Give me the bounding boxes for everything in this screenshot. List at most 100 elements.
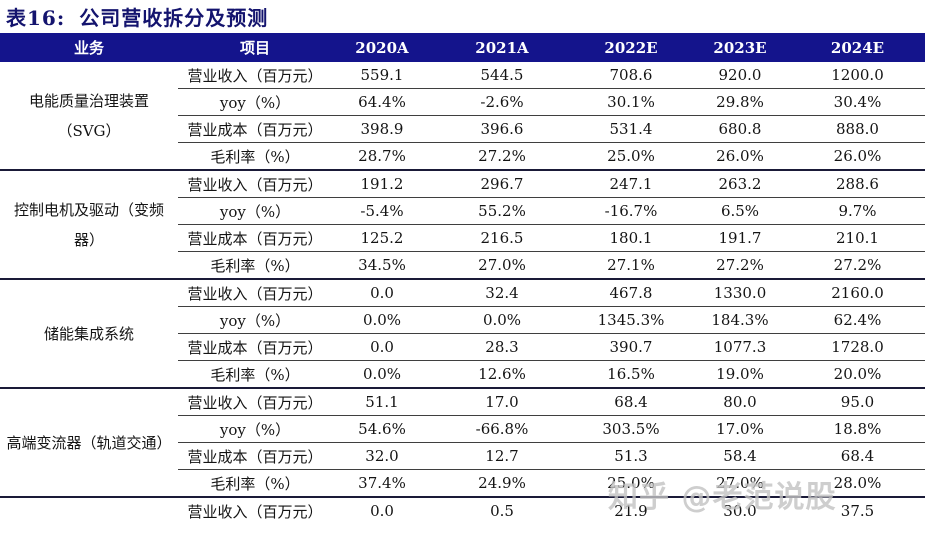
value-cell: 184.3% (690, 306, 790, 334)
item-label: yoy（%） (178, 197, 332, 225)
table-row: 营业成本（百万元） 32.0 12.7 51.3 58.4 68.4 (0, 442, 925, 470)
table-row: 毛利率（%） 34.5% 27.0% 27.1% 27.2% 27.2% (0, 251, 925, 280)
item-label: 毛利率（%） (178, 251, 332, 280)
header-row: 业务 项目 2020A 2021A 2022E 2023E 2024E (0, 33, 925, 62)
value-cell: -16.7% (572, 197, 690, 225)
value-cell: 27.0% (690, 469, 790, 498)
value-cell: 25.0% (572, 142, 690, 171)
item-label: yoy（%） (178, 415, 332, 443)
value-cell: 531.4 (572, 115, 690, 143)
item-label: 营业收入（百万元） (178, 62, 332, 89)
value-cell: 9.7% (790, 197, 925, 225)
item-label: yoy（%） (178, 88, 332, 116)
value-cell: 95.0 (790, 388, 925, 416)
table-row: 毛利率（%） 0.0% 12.6% 16.5% 19.0% 20.0% (0, 360, 925, 389)
value-cell: 37.5 (840, 502, 875, 520)
table-row: 毛利率（%） 28.7% 27.2% 25.0% 26.0% 26.0% (0, 142, 925, 171)
value-cell: 0.5 (490, 502, 514, 520)
value-cell: 396.6 (432, 115, 572, 143)
table-row: 储能集成系统 营业收入（百万元） 0.0 32.4 467.8 1330.0 2… (0, 279, 925, 389)
value-cell: 467.8 (572, 279, 690, 307)
business-cell-motor-drive: 控制电机及驱动（变频 器） (0, 170, 178, 280)
table-row: yoy（%） 0.0% 0.0% 1345.3% 184.3% 62.4% (0, 306, 925, 334)
value-cell: 2160.0 (790, 279, 925, 307)
value-cell: 55.2% (432, 197, 572, 225)
value-cell: 62.4% (790, 306, 925, 334)
value-cell: -66.8% (432, 415, 572, 443)
value-cell: 191.7 (690, 224, 790, 252)
table-row: 营业成本（百万元） 125.2 216.5 180.1 191.7 210.1 (0, 224, 925, 252)
value-cell: 125.2 (332, 224, 432, 252)
column-header-2023e: 2023E (690, 33, 790, 62)
business-cell-power-quality-svg: 电能质量治理装置 （SVG） (0, 62, 178, 171)
table-title: 表16: 公司营收拆分及预测 (0, 0, 925, 33)
item-label: 营业成本（百万元） (178, 333, 332, 361)
business-cell-high-end-converter: 高端变流器（轨道交通） (0, 388, 178, 498)
value-cell: 216.5 (432, 224, 572, 252)
table-title-text: 公司营收拆分及预测 (79, 6, 269, 30)
value-cell: 398.9 (332, 115, 432, 143)
value-cell: 263.2 (690, 170, 790, 198)
value-cell: 0.0 (332, 333, 432, 361)
business-cell-energy-storage: 储能集成系统 (0, 279, 178, 389)
item-label: 营业收入（百万元） (178, 170, 332, 198)
value-cell: 12.6% (432, 360, 572, 389)
value-cell: 17.0 (432, 388, 572, 416)
value-cell: 0.0 (332, 279, 432, 307)
value-cell: 37.4% (332, 469, 432, 498)
value-cell: 12.7 (432, 442, 572, 470)
business-cell-next (0, 497, 178, 524)
value-cell: 18.8% (790, 415, 925, 443)
value-cell: 26.0% (790, 142, 925, 171)
value-cell: 0.0% (332, 360, 432, 389)
value-cell: 32.4 (432, 279, 572, 307)
value-cell: 17.0% (690, 415, 790, 443)
item-label: 毛利率（%） (178, 142, 332, 171)
item-label: 毛利率（%） (178, 360, 332, 389)
value-cell: 20.0% (790, 360, 925, 389)
value-cell: 680.8 (690, 115, 790, 143)
item-label: 营业成本（百万元） (178, 115, 332, 143)
column-header-2021a: 2021A (432, 33, 572, 62)
column-header-2022e: 2022E (572, 33, 690, 62)
value-cell: 16.5% (572, 360, 690, 389)
value-cell: 303.5% (572, 415, 690, 443)
revenue-breakdown-table: 业务 项目 2020A 2021A 2022E 2023E 2024E 电能质量… (0, 33, 925, 524)
value-cell: 51.3 (572, 442, 690, 470)
item-label: 营业收入（百万元） (187, 502, 323, 521)
value-cell: 27.1% (572, 251, 690, 280)
value-cell: 1728.0 (790, 333, 925, 361)
value-cell: -2.6% (432, 88, 572, 116)
value-cell: 1345.3% (572, 306, 690, 334)
value-cell: 27.2% (690, 251, 790, 280)
value-cell: 24.9% (432, 469, 572, 498)
value-cell: 1330.0 (690, 279, 790, 307)
value-cell: 27.2% (432, 142, 572, 171)
value-cell: 390.7 (572, 333, 690, 361)
table-row: 营业成本（百万元） 0.0 28.3 390.7 1077.3 1728.0 (0, 333, 925, 361)
value-cell: 296.7 (432, 170, 572, 198)
value-cell: 64.4% (332, 88, 432, 116)
value-cell: 58.4 (690, 442, 790, 470)
table-row: yoy（%） 64.4% -2.6% 30.1% 29.8% 30.4% (0, 88, 925, 116)
value-cell: 32.0 (332, 442, 432, 470)
value-cell: 30.1% (572, 88, 690, 116)
value-cell: 0.0% (432, 306, 572, 334)
value-cell: 19.0% (690, 360, 790, 389)
table-row: 控制电机及驱动（变频 器） 营业收入（百万元） 191.2 296.7 247.… (0, 170, 925, 280)
table-row: 营业成本（百万元） 398.9 396.6 531.4 680.8 888.0 (0, 115, 925, 143)
value-cell: 68.4 (572, 388, 690, 416)
column-header-business: 业务 (0, 33, 178, 62)
value-cell: 30.0 (723, 502, 757, 520)
value-cell: 920.0 (690, 62, 790, 89)
value-cell: 6.5% (690, 197, 790, 225)
value-cell: 80.0 (690, 388, 790, 416)
table-row: 毛利率（%） 37.4% 24.9% 25.0% 27.0% 28.0% (0, 469, 925, 498)
item-label: 毛利率（%） (178, 469, 332, 498)
column-header-2024e: 2024E (790, 33, 925, 62)
value-cell: 51.1 (332, 388, 432, 416)
value-cell: 180.1 (572, 224, 690, 252)
value-cell: 28.0% (790, 469, 925, 498)
value-cell: -5.4% (332, 197, 432, 225)
table-row: yoy（%） 54.6% -66.8% 303.5% 17.0% 18.8% (0, 415, 925, 443)
